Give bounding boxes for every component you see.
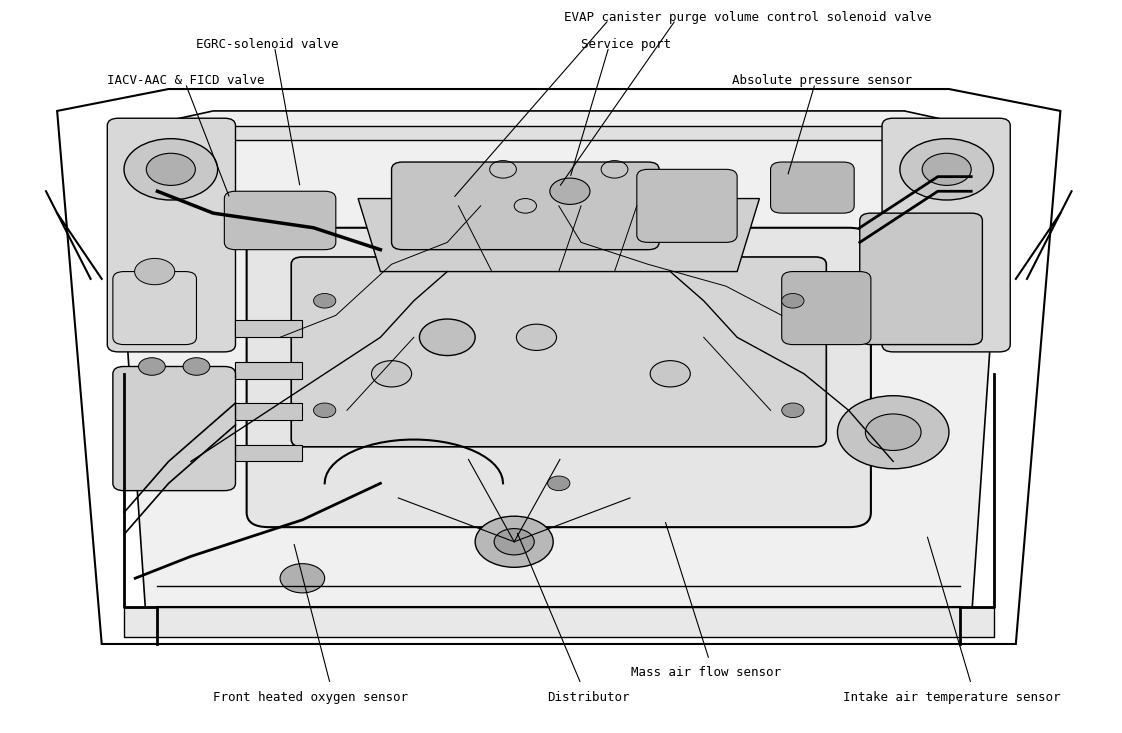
Circle shape [125,139,218,200]
Circle shape [313,403,335,418]
FancyBboxPatch shape [224,191,335,250]
Circle shape [922,153,972,185]
Polygon shape [213,125,904,140]
FancyBboxPatch shape [392,162,659,250]
Circle shape [146,153,195,185]
Polygon shape [236,320,302,337]
Text: Front heated oxygen sensor: Front heated oxygen sensor [213,691,408,704]
Circle shape [837,396,949,468]
FancyBboxPatch shape [782,271,871,345]
Text: Service port: Service port [581,38,671,51]
FancyBboxPatch shape [113,366,236,490]
FancyBboxPatch shape [292,257,826,447]
Circle shape [782,403,804,418]
Circle shape [548,476,570,490]
FancyBboxPatch shape [247,228,871,527]
FancyBboxPatch shape [859,213,983,345]
Polygon shape [236,362,302,379]
FancyBboxPatch shape [771,162,854,213]
Polygon shape [236,445,302,462]
Circle shape [494,528,534,555]
Circle shape [550,178,590,205]
Circle shape [782,293,804,308]
Text: Distributor: Distributor [548,691,631,704]
Text: EGRC-solenoid valve: EGRC-solenoid valve [196,38,339,51]
Text: IACV-AAC & FICD valve: IACV-AAC & FICD valve [108,75,265,87]
Circle shape [135,259,175,284]
Text: Intake air temperature sensor: Intake air temperature sensor [843,691,1060,704]
FancyBboxPatch shape [113,271,196,345]
FancyBboxPatch shape [108,118,236,352]
FancyBboxPatch shape [637,169,737,243]
FancyBboxPatch shape [882,118,1010,352]
Circle shape [865,414,921,451]
Circle shape [420,319,475,356]
Circle shape [371,361,412,387]
Circle shape [138,358,165,375]
Circle shape [516,324,557,350]
Polygon shape [125,608,993,637]
Circle shape [475,516,553,567]
Circle shape [650,361,690,387]
Polygon shape [358,199,760,271]
Circle shape [280,564,324,593]
Circle shape [313,293,335,308]
Polygon shape [113,111,1004,622]
Text: EVAP canister purge volume control solenoid valve: EVAP canister purge volume control solen… [564,11,932,24]
Text: Mass air flow sensor: Mass air flow sensor [632,666,781,679]
Polygon shape [236,403,302,420]
Text: Absolute pressure sensor: Absolute pressure sensor [732,75,911,87]
Circle shape [900,139,993,200]
Circle shape [183,358,210,375]
